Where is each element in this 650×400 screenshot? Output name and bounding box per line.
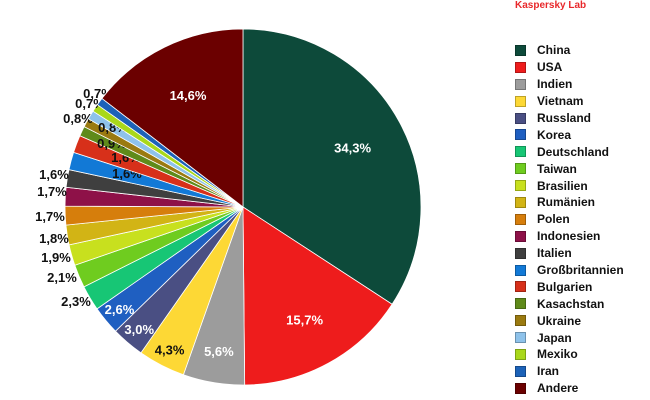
chart-legend: China USA Indien Vietnam Russland Korea Deutsc… (515, 42, 624, 397)
legend-swatch (515, 61, 526, 73)
legend-label: Indien (537, 77, 573, 92)
slice-label-andere: 14,6% (170, 88, 207, 103)
legend-swatch (515, 365, 526, 377)
legend-swatch (515, 213, 526, 225)
legend-label: Taiwan (537, 161, 577, 176)
legend-item-deutschland: Deutschland (515, 143, 624, 160)
legend-label: Kasachstan (537, 296, 605, 311)
legend-label: Deutschland (537, 144, 610, 159)
legend-item-bulgarien: Bulgarien (515, 278, 624, 295)
legend-item-china: China (515, 42, 624, 59)
legend-swatch (515, 332, 526, 344)
legend-swatch (515, 196, 526, 208)
slice-label-usa: 15,7% (286, 312, 323, 327)
legend-item-russland: Russland (515, 110, 624, 127)
legend-swatch (515, 382, 526, 394)
slice-label-indonesien: 1,7% (37, 184, 67, 199)
legend-item-usa: USA (515, 59, 624, 76)
legend-label: Russland (537, 111, 592, 125)
legend-swatch (515, 112, 526, 124)
legend-label: Japan (537, 330, 572, 345)
legend-swatch (515, 129, 526, 141)
legend-label: Korea (537, 127, 572, 142)
legend-item-ukraine: Ukraine (515, 312, 624, 329)
legend-swatch (515, 247, 526, 259)
brand-label: Kaspersky Lab (515, 0, 587, 11)
legend-item-indien: Indien (515, 76, 624, 93)
legend-swatch (515, 78, 526, 90)
pie-slice-china (242, 28, 422, 305)
slice-label-deutschland: 2,3% (61, 294, 91, 309)
legend-label: Indonesien (537, 229, 601, 244)
pie-slice-andere (101, 28, 244, 208)
legend-swatch (515, 95, 526, 107)
legend-label: USA (537, 60, 563, 75)
legend-swatch (515, 281, 526, 293)
legend-label: Mexiko (537, 347, 578, 362)
legend-label: Rumänien (537, 195, 596, 210)
pie-slice-usa (242, 206, 393, 386)
legend-item-taiwan: Taiwan (515, 160, 624, 177)
legend-swatch (515, 264, 526, 276)
legend-label: Polen (537, 212, 570, 227)
legend-swatch (515, 180, 526, 192)
legend-item-korea: Korea (515, 126, 624, 143)
slice-label-ukraine: 0,8% (63, 111, 93, 126)
slice-label-russland: 3,0% (124, 322, 154, 337)
legend-label: Andere (537, 381, 579, 396)
legend-label: Bulgarien (537, 279, 593, 294)
legend-item-japan: Japan (515, 329, 624, 346)
legend-item-großbritannien: Großbritannien (515, 262, 624, 279)
slice-label-mexiko: 0,7% (75, 96, 105, 111)
slice-label-korea: 2,6% (105, 302, 135, 317)
legend-item-iran: Iran (515, 363, 624, 380)
legend-label: Ukraine (537, 313, 582, 328)
legend-swatch (515, 146, 526, 158)
legend-swatch (515, 315, 526, 327)
slice-label-polen: 1,7% (35, 209, 65, 224)
legend-label: Italien (537, 246, 572, 261)
legend-label: Großbritannien (537, 263, 624, 278)
slice-label-italien: 1,6% (39, 167, 69, 182)
legend-label: Brasilien (537, 178, 588, 193)
slice-label-brasilien: 1,9% (41, 250, 71, 265)
legend-label: Vietnam (537, 94, 584, 109)
legend-swatch (515, 230, 526, 242)
slice-label-china: 34,3% (334, 141, 371, 156)
legend-label: China (537, 43, 571, 58)
legend-item-rumänien: Rumänien (515, 194, 624, 211)
legend-item-mexiko: Mexiko (515, 346, 624, 363)
legend-item-kasachstan: Kasachstan (515, 295, 624, 312)
legend-item-vietnam: Vietnam (515, 93, 624, 110)
legend-label: Iran (537, 364, 560, 379)
legend-item-brasilien: Brasilien (515, 177, 624, 194)
slice-label-rumänien: 1,8% (39, 231, 69, 246)
legend-swatch (515, 163, 526, 175)
slice-label-taiwan: 2,1% (47, 270, 77, 285)
legend-item-andere: Andere (515, 380, 624, 397)
legend-item-italien: Italien (515, 245, 624, 262)
slice-label-indien: 5,6% (204, 344, 234, 359)
legend-item-indonesien: Indonesien (515, 228, 624, 245)
legend-swatch (515, 44, 526, 56)
legend-item-polen: Polen (515, 211, 624, 228)
slice-label-vietnam: 4,3% (155, 342, 185, 357)
legend-swatch (515, 298, 526, 310)
legend-swatch (515, 348, 526, 360)
